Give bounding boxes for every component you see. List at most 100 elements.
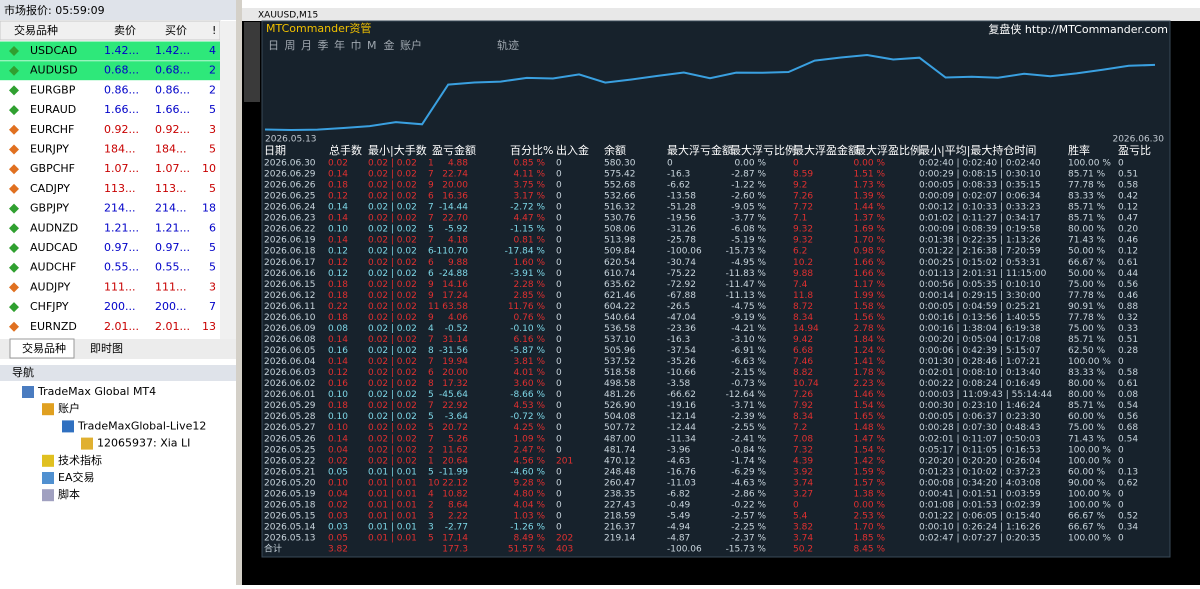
cell: -8.66 % <box>510 390 545 400</box>
spread: 3 <box>209 280 216 293</box>
tree-item: 12065937: Xia LI <box>97 437 190 450</box>
tab: 即时图 <box>90 342 123 355</box>
cell: 0.02 | 0.02 <box>368 203 417 213</box>
cell: -5.92 <box>445 225 468 235</box>
cell: 0 <box>556 522 562 532</box>
cell: 71.43 % <box>1068 236 1106 246</box>
cell: 0.14 <box>328 214 348 224</box>
cell: -0.72 % <box>510 412 545 422</box>
cell: 505.96 <box>604 346 636 356</box>
tree-icon <box>42 472 54 484</box>
cell: -37.54 <box>667 346 696 356</box>
symbol: AUDJPY <box>30 280 71 293</box>
cell: 0.02 | 0.02 <box>368 269 417 279</box>
cell: 1.57 % <box>854 478 886 488</box>
tree-item: 技术指标 <box>58 453 102 467</box>
cell: 0.10 <box>328 412 348 422</box>
cell: 11.76 % <box>508 302 546 312</box>
cell: -47.04 <box>667 313 696 323</box>
cell: 9.88 <box>793 269 813 279</box>
cell: -4.60 % <box>510 467 545 477</box>
cell: 481.26 <box>604 390 636 400</box>
ask: 1.21... <box>155 221 190 234</box>
cell: -0.49 <box>667 500 691 510</box>
cell: 0.12 <box>328 368 348 378</box>
cell: -19.16 <box>667 401 696 411</box>
cell: 621.46 <box>604 291 636 301</box>
cell: 0.08 <box>328 324 348 334</box>
tab-active[interactable] <box>9 338 75 359</box>
cell: 1.42 % <box>854 456 886 466</box>
cell: 2026.05.15 <box>264 511 316 521</box>
cell: 219.14 <box>604 534 636 544</box>
cell: -15.73 % <box>726 247 767 257</box>
cell: 0 <box>1118 489 1124 499</box>
cell: -4.87 <box>667 534 690 544</box>
cell: 100.00 % <box>1068 456 1111 466</box>
cell: 7 <box>428 214 434 224</box>
cell: 50.00 % <box>1068 269 1106 279</box>
symbol: GBPCHF <box>30 162 75 175</box>
cell: 0 <box>556 269 562 279</box>
cell: 6 <box>428 368 434 378</box>
cell: 0:20:20 | 0:20:20 | 0:26:04 <box>919 456 1041 466</box>
cell: 0.02 | 0.02 <box>368 456 417 466</box>
cell: 3.82 <box>793 522 813 532</box>
cell: 7 <box>428 335 434 345</box>
cell: -6.82 <box>667 489 690 499</box>
cell: -6.63 % <box>731 357 766 367</box>
cell: 1.65 % <box>854 412 886 422</box>
cell: 4.06 <box>448 313 468 323</box>
cell: 8.34 <box>793 313 813 323</box>
bid: 214... <box>104 202 136 215</box>
cell: 80.00 % <box>1068 225 1106 235</box>
cell: 2026.06.09 <box>264 324 316 334</box>
cell: 0.00 % <box>854 500 886 510</box>
cell: 0:00:16 | 0:13:56 | 1:40:55 <box>919 313 1041 323</box>
symbol: EURNZD <box>30 320 77 333</box>
cell: 7.26 <box>793 192 813 202</box>
cell: 20.00 <box>442 181 468 191</box>
cell: 0 <box>556 489 562 499</box>
cell: 2026.06.30 <box>264 159 316 169</box>
cell: 9 <box>428 280 434 290</box>
cell: 7.92 <box>793 401 813 411</box>
cell: 0.05 <box>328 467 348 477</box>
bid: 1.07... <box>104 162 139 175</box>
cell: 9.32 <box>793 236 813 246</box>
cell: -26.5 <box>667 302 690 312</box>
bid: 1.42... <box>104 44 139 57</box>
ask: 111... <box>155 280 187 293</box>
symbol: EURAUD <box>30 103 76 116</box>
ask: 200... <box>155 300 187 313</box>
cell: 516.32 <box>604 203 636 213</box>
mw-header: 买价 <box>165 24 187 37</box>
cell: 0 <box>556 434 562 444</box>
toolbar-item: 月 <box>301 39 312 52</box>
cell: 2026.06.04 <box>264 357 316 367</box>
cell: 2026.06.10 <box>264 313 316 323</box>
symbol-icon <box>9 302 19 313</box>
cell: 0:00:29 | 0:08:15 | 0:30:10 <box>919 170 1041 180</box>
cell: -67.88 <box>667 291 696 301</box>
cell: 0.01 | 0.01 <box>368 489 417 499</box>
cell: 2026.06.24 <box>264 203 316 213</box>
cell: 2026.06.17 <box>264 258 316 268</box>
panel-title: MTCommander资管 <box>266 21 371 35</box>
cell: 537.10 <box>604 335 636 345</box>
cell: -3.64 <box>445 412 469 422</box>
cell: 0.58 <box>1118 368 1138 378</box>
cell: 2.78 % <box>854 324 886 334</box>
tree-icon <box>81 437 93 450</box>
cell: 0.04 <box>328 445 348 455</box>
brand: 复盘侠 http://MTCommander.com <box>988 22 1168 36</box>
cell: 0 <box>556 258 562 268</box>
cell: 2026.05.18 <box>264 500 316 510</box>
cell: -9.19 % <box>731 313 766 323</box>
cell: 0:02:40 | 0:02:40 | 0:02:40 <box>919 159 1041 169</box>
cell: -2.39 % <box>731 412 766 422</box>
end-date: 2026.06.30 <box>1112 135 1164 145</box>
cell: 2026.05.29 <box>264 401 316 411</box>
symbol-icon <box>9 144 19 155</box>
cell: 0 <box>556 335 562 345</box>
